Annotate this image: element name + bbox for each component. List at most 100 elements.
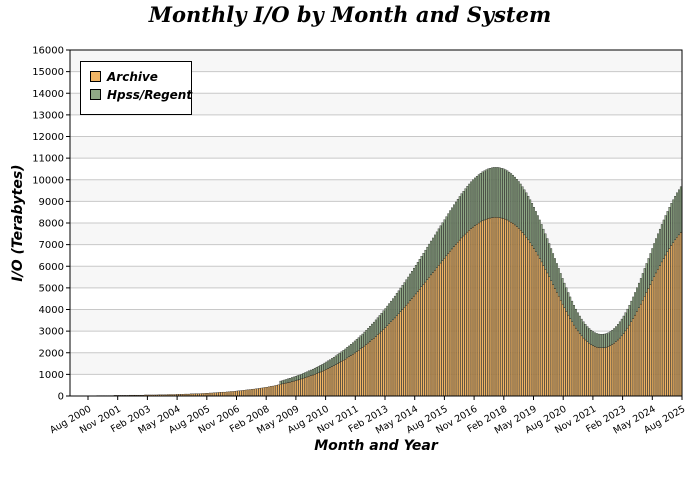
bar-archive [475,224,478,397]
bar-hpss [613,328,616,344]
bar-archive [365,344,368,397]
bar-hpss [649,253,652,285]
bar-hpss [319,365,322,373]
bar-hpss [313,368,316,375]
bar-hpss [670,203,673,246]
bar-archive [277,384,280,397]
bar-archive [270,386,272,397]
bar-archive [334,364,337,397]
bar-hpss [388,303,391,324]
bar-archive [645,292,648,397]
bar-hpss [327,360,330,369]
bar-hpss [464,188,467,235]
bar-hpss [321,364,324,372]
bar-hpss [605,333,608,348]
bar-hpss [437,228,440,266]
bar-hpss [565,287,568,312]
bar-archive [651,280,654,397]
bar-hpss [401,285,404,310]
grid-band [70,93,682,115]
bar-hpss [586,326,589,342]
bar-archive [550,280,553,397]
bar-archive [517,228,520,397]
bar-hpss [367,328,370,344]
bar-archive [628,324,631,397]
bar-hpss [622,315,625,334]
bar-archive [430,274,432,397]
bar-archive [609,345,612,397]
bar-archive [556,292,558,397]
bar-archive [361,347,364,397]
bar-hpss [578,315,581,334]
bar-archive [630,321,633,397]
bar-archive [441,260,444,397]
bar-hpss [664,215,667,256]
bar-hpss [340,351,343,362]
bar-archive [426,279,429,397]
bar-archive [403,307,406,397]
bar-archive [241,390,244,397]
bar-hpss [405,279,408,306]
bar-archive [523,234,526,397]
bar-archive [548,276,551,397]
bar-archive [447,253,450,397]
y-tick-label: 14000 [32,89,64,100]
bar-hpss [399,287,402,312]
bar-archive [247,389,249,397]
bar-archive [458,239,461,397]
bar-archive [428,277,431,397]
bar-archive [435,267,438,397]
bar-archive [416,291,419,397]
bar-hpss [395,293,398,316]
bar-archive [641,300,644,397]
bar-hpss [378,315,381,334]
bar-hpss [576,312,579,332]
bar-hpss [542,228,545,266]
bar-archive [590,344,593,397]
bar-hpss [607,332,610,347]
bar-hpss [647,258,650,289]
bar-archive [369,341,371,397]
bar-archive [310,375,312,397]
bar-archive [273,385,276,397]
bar-archive [655,272,657,397]
bar-hpss [451,207,453,250]
bar-hpss [617,324,619,341]
bar-archive [468,230,471,397]
bar-hpss [281,380,284,385]
bar-hpss [538,219,541,259]
grid-band [70,287,682,310]
bar-hpss [350,344,352,356]
bar-hpss [599,334,602,348]
bar-archive [453,246,455,397]
bar-hpss [632,296,635,319]
chart-legend: Archive Hpss/Regent [80,61,192,115]
grid-band [70,244,682,267]
bar-archive [346,357,349,397]
bar-archive [584,339,587,397]
bar-archive [464,233,467,397]
bar-archive [228,391,230,397]
bar-hpss [456,199,459,243]
bar-hpss [325,361,328,370]
bar-archive [618,337,621,397]
bar-hpss [483,170,486,221]
bar-archive [536,254,539,397]
bar-archive [666,251,669,397]
bar-hpss [315,367,318,374]
bar-hpss [376,317,379,335]
bar-hpss [662,219,665,259]
bar-archive [283,383,286,397]
bar-hpss [653,243,656,277]
bar-archive [510,221,513,397]
bar-archive [321,370,324,397]
y-tick-label: 13000 [32,110,64,121]
bar-archive [594,346,596,397]
bar-hpss [302,373,305,379]
bar-archive [220,392,223,397]
bar-archive [289,382,291,397]
bar-archive [357,350,360,397]
bar-hpss [529,199,532,243]
bar-archive [432,272,434,397]
bar-hpss [676,192,678,238]
